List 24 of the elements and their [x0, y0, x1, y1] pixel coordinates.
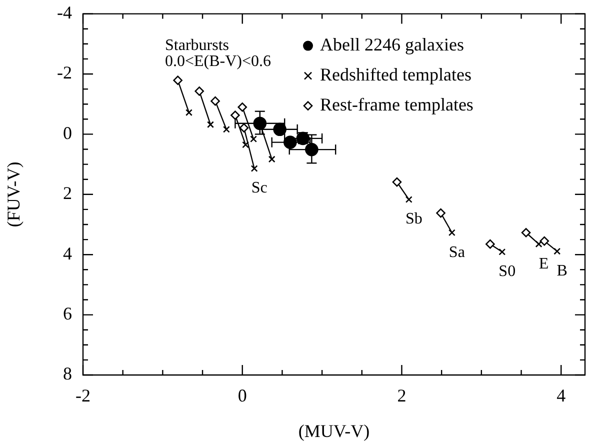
y-tick-label: 8	[63, 364, 72, 384]
legend-label: Redshifted templates	[320, 64, 472, 85]
x-tick-label: 2	[397, 386, 406, 406]
y-tick-label: 2	[63, 183, 72, 204]
annotation: 0.0<E(B-V)<0.6	[165, 53, 272, 70]
annotation: Sb	[405, 210, 422, 228]
annotation: S0	[498, 263, 516, 280]
y-tick-label: -4	[57, 2, 72, 23]
x-axis-title: (MUV-V)	[298, 420, 370, 441]
annotation: B	[556, 262, 568, 280]
x-tick-label: 0	[238, 386, 247, 406]
annotation: Starbursts	[165, 37, 229, 54]
y-tick-label: 4	[63, 243, 72, 264]
y-tick-label: 0	[63, 122, 72, 143]
annotation: Sa	[448, 244, 465, 261]
annotation: Sc	[251, 180, 268, 197]
legend-label: Rest-frame templates	[320, 94, 474, 115]
x-tick-label: -2	[76, 386, 90, 406]
x-tick-label: 4	[556, 386, 566, 406]
legend-label: Abell 2246 galaxies	[320, 34, 464, 55]
y-tick-label: 6	[63, 304, 72, 324]
y-axis-title: (FUV-V)	[4, 162, 24, 228]
y-tick-label: -2	[57, 62, 72, 83]
annotation: E	[538, 255, 549, 272]
